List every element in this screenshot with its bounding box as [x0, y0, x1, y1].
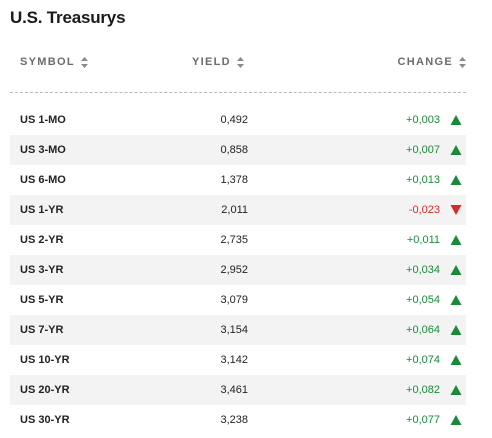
table-row[interactable]: US 7-YR 3,154 +0,064	[10, 315, 466, 345]
yield-value: 2,735	[220, 234, 248, 246]
yield-value: 1,378	[220, 174, 248, 186]
change-value: +0,082	[406, 384, 440, 396]
yield-value: 2,011	[221, 204, 248, 216]
treasury-table-body: US 1-MO 0,492 +0,003 US 3-MO 0,858 +0,007 US 6…	[10, 105, 466, 435]
table-row[interactable]: US 2-YR 2,735 +0,011	[10, 225, 466, 255]
table-row[interactable]: US 1-YR 2,011 -0,023	[10, 195, 466, 225]
arrow-up-icon	[450, 115, 462, 125]
table-header: SYMBOL YIELD CHANGE	[10, 48, 466, 93]
arrow-up-icon	[450, 355, 462, 365]
arrow-up-icon	[450, 145, 462, 155]
arrow-up-icon	[450, 385, 462, 395]
yield-value: 0,492	[220, 114, 248, 126]
sort-icon	[80, 56, 88, 68]
arrow-up-icon	[450, 175, 462, 185]
change-value: +0,011	[406, 234, 440, 246]
change-value: -0,023	[408, 204, 440, 216]
change-value: +0,003	[406, 114, 440, 126]
sort-icon	[236, 56, 244, 68]
arrow-down-icon	[450, 205, 462, 215]
table-row[interactable]: US 20-YR 3,461 +0,082	[10, 375, 466, 405]
symbol-link[interactable]: US 2-YR	[20, 234, 64, 246]
column-header-yield-label: YIELD	[192, 56, 231, 68]
symbol-link[interactable]: US 1-YR	[20, 204, 64, 216]
table-row[interactable]: US 1-MO 0,492 +0,003	[10, 105, 466, 135]
symbol-link[interactable]: US 5-YR	[20, 294, 64, 306]
symbol-link[interactable]: US 1-MO	[20, 114, 66, 126]
yield-value: 3,238	[220, 414, 248, 426]
column-header-change-label: CHANGE	[397, 56, 453, 68]
column-header-symbol[interactable]: SYMBOL	[20, 56, 88, 68]
symbol-link[interactable]: US 20-YR	[20, 384, 70, 396]
column-header-change[interactable]: CHANGE	[398, 56, 466, 68]
change-value: +0,077	[406, 414, 440, 426]
table-row[interactable]: US 10-YR 3,142 +0,074	[10, 345, 466, 375]
change-value: +0,054	[406, 294, 440, 306]
yield-value: 3,142	[220, 354, 248, 366]
change-value: +0,007	[406, 144, 440, 156]
symbol-link[interactable]: US 3-YR	[20, 264, 64, 276]
column-header-symbol-label: SYMBOL	[20, 56, 75, 68]
change-value: +0,013	[406, 174, 440, 186]
symbol-link[interactable]: US 3-MO	[20, 144, 66, 156]
sort-icon	[459, 56, 466, 68]
change-value: +0,064	[406, 324, 440, 336]
column-header-yield[interactable]: YIELD	[192, 56, 244, 68]
arrow-up-icon	[450, 415, 462, 425]
table-row[interactable]: US 30-YR 3,238 +0,077	[10, 405, 466, 435]
table-row[interactable]: US 5-YR 3,079 +0,054	[10, 285, 466, 315]
arrow-up-icon	[450, 295, 462, 305]
table-row[interactable]: US 3-MO 0,858 +0,007	[10, 135, 466, 165]
table-row[interactable]: US 6-MO 1,378 +0,013	[10, 165, 466, 195]
symbol-link[interactable]: US 7-YR	[20, 324, 64, 336]
yield-value: 3,461	[220, 384, 248, 396]
arrow-up-icon	[450, 265, 462, 275]
symbol-link[interactable]: US 6-MO	[20, 174, 66, 186]
yield-value: 3,154	[220, 324, 248, 336]
symbol-link[interactable]: US 30-YR	[20, 414, 70, 426]
widget-title: U.S. Treasurys	[10, 8, 126, 27]
table-row[interactable]: US 3-YR 2,952 +0,034	[10, 255, 466, 285]
yield-value: 3,079	[220, 294, 248, 306]
yield-value: 0,858	[220, 144, 248, 156]
change-value: +0,074	[406, 354, 440, 366]
arrow-up-icon	[450, 235, 462, 245]
change-value: +0,034	[406, 264, 440, 276]
yield-value: 2,952	[220, 264, 248, 276]
arrow-up-icon	[450, 325, 462, 335]
symbol-link[interactable]: US 10-YR	[20, 354, 70, 366]
treasurys-widget: U.S. Treasurys SYMBOL YIELD CHANGE US 1-…	[10, 0, 466, 435]
